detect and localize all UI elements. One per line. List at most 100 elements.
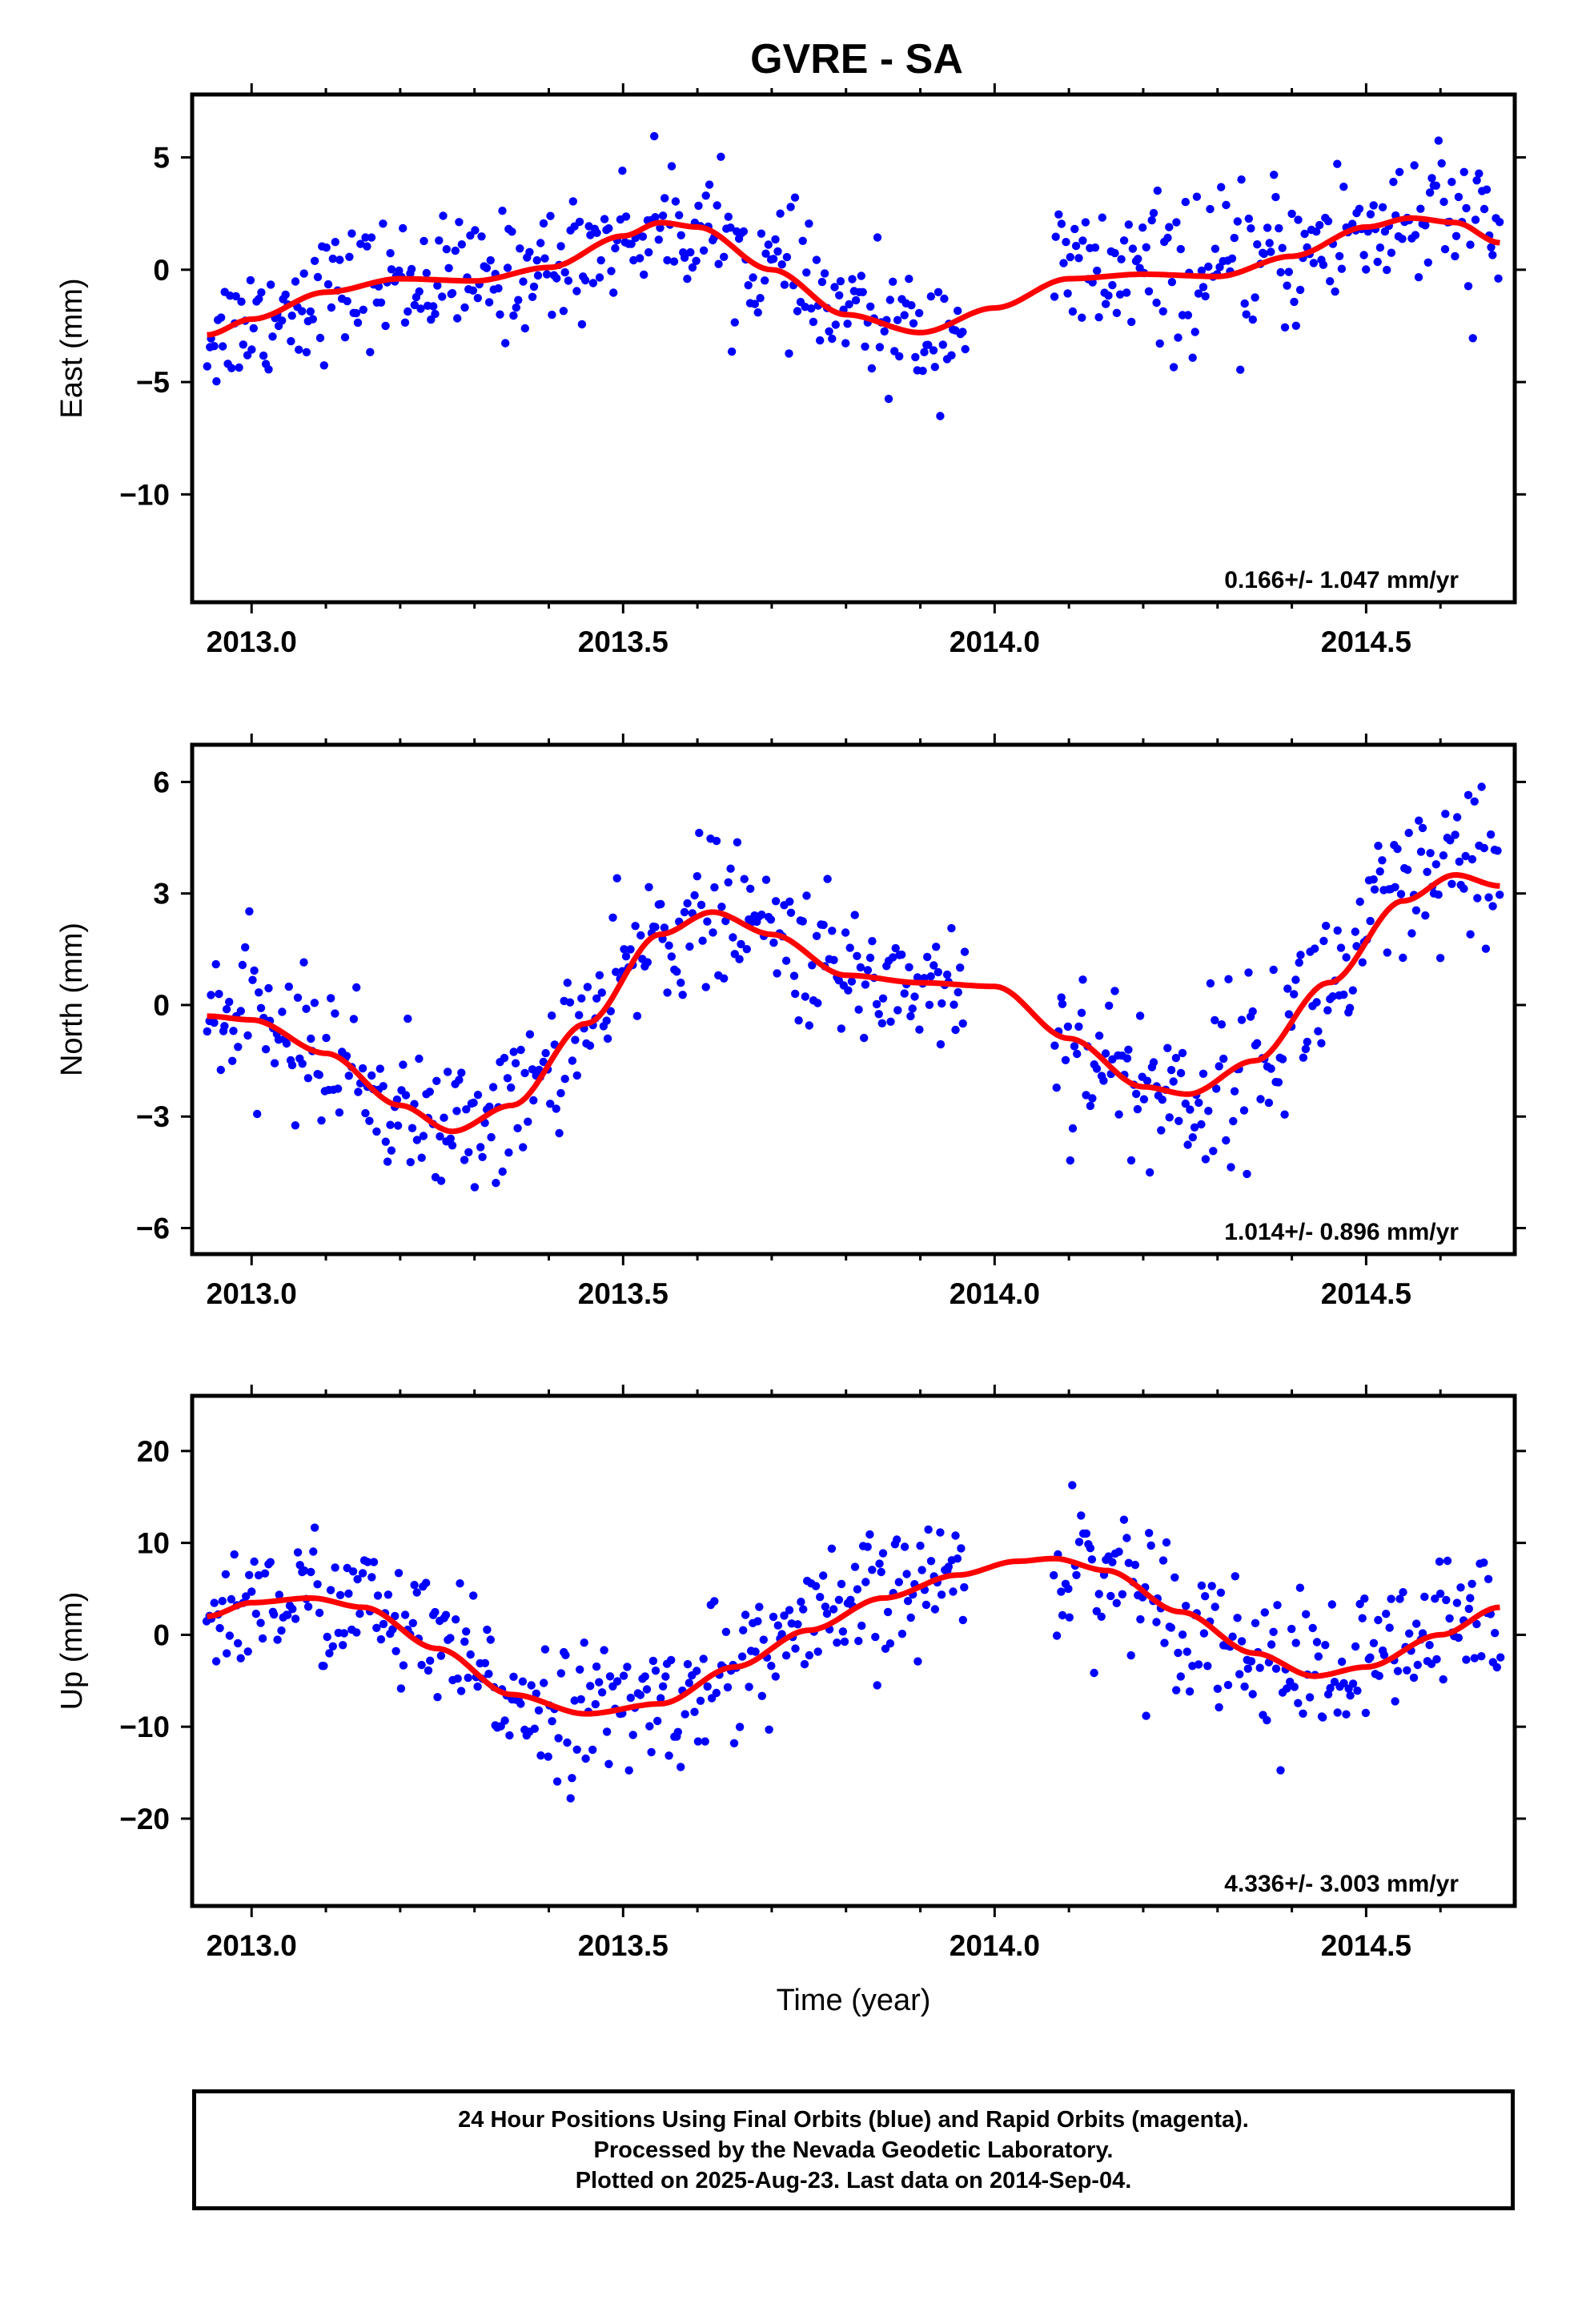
data-point xyxy=(417,1660,426,1670)
data-point xyxy=(1169,363,1178,372)
data-point xyxy=(1295,285,1305,295)
data-point xyxy=(1099,1076,1108,1085)
data-point xyxy=(1291,975,1300,984)
data-point xyxy=(585,1041,595,1050)
data-point xyxy=(809,317,818,327)
data-point xyxy=(1230,233,1239,243)
data-point xyxy=(1052,1631,1062,1640)
data-point xyxy=(519,1143,528,1152)
data-point xyxy=(1149,1058,1158,1067)
data-point xyxy=(596,255,605,265)
data-point xyxy=(1201,292,1210,301)
data-point xyxy=(789,971,799,980)
y-tick-label: 0 xyxy=(153,254,170,287)
data-point xyxy=(600,215,609,223)
data-point xyxy=(1447,879,1456,889)
data-point xyxy=(228,1056,237,1066)
y-tick-label: −10 xyxy=(119,478,170,511)
data-point xyxy=(836,277,845,286)
data-point xyxy=(1176,244,1186,254)
data-point xyxy=(533,271,543,280)
data-point xyxy=(1191,328,1199,336)
data-point xyxy=(1452,1598,1462,1607)
data-point xyxy=(1158,307,1168,316)
data-point xyxy=(1319,1713,1327,1722)
data-point xyxy=(1142,1711,1150,1720)
data-point xyxy=(1172,1686,1181,1695)
data-point xyxy=(1206,204,1215,214)
data-point xyxy=(636,931,645,940)
data-point xyxy=(501,339,510,348)
data-point xyxy=(291,1121,300,1130)
data-point xyxy=(883,1607,893,1617)
data-point xyxy=(1337,264,1347,273)
data-point xyxy=(399,223,408,233)
data-point xyxy=(680,253,689,262)
data-point xyxy=(643,958,652,967)
data-point xyxy=(817,277,827,287)
data-point xyxy=(812,255,821,264)
data-point xyxy=(586,1682,595,1691)
data-point xyxy=(1197,266,1207,275)
data-point xyxy=(1300,229,1309,239)
data-point xyxy=(790,193,800,202)
data-point xyxy=(710,883,719,892)
data-point xyxy=(677,1763,685,1771)
data-point xyxy=(827,1544,837,1554)
data-point xyxy=(1434,136,1443,145)
data-point xyxy=(261,1045,271,1054)
data-point xyxy=(1058,1610,1067,1620)
data-point xyxy=(235,363,243,372)
data-point xyxy=(791,1644,800,1653)
data-point xyxy=(726,223,735,232)
data-point xyxy=(785,1606,794,1614)
data-point xyxy=(911,352,920,362)
data-point xyxy=(1362,265,1371,274)
data-point xyxy=(1163,1043,1172,1052)
data-point xyxy=(1358,958,1367,967)
data-point xyxy=(1050,1570,1058,1580)
data-point xyxy=(1082,1091,1090,1100)
data-point xyxy=(1481,944,1491,953)
data-point xyxy=(466,231,475,240)
data-point xyxy=(1077,1511,1086,1520)
data-point xyxy=(877,1019,887,1028)
data-point xyxy=(1276,1766,1285,1775)
data-point xyxy=(958,328,967,336)
data-point xyxy=(773,969,781,978)
data-point xyxy=(518,1677,528,1686)
data-point xyxy=(729,1739,739,1747)
data-point xyxy=(1066,252,1075,262)
data-point xyxy=(376,1634,386,1644)
data-point xyxy=(412,1588,421,1597)
data-point xyxy=(1152,298,1161,308)
data-point xyxy=(1213,1684,1223,1693)
data-point xyxy=(1375,867,1384,876)
data-point xyxy=(548,1717,556,1726)
data-point xyxy=(511,1059,520,1068)
data-point xyxy=(907,301,916,310)
x-tick-label: 2013.5 xyxy=(578,1277,669,1310)
data-point xyxy=(703,1682,712,1691)
fit-curve-line xyxy=(207,1555,1500,1717)
data-point xyxy=(242,1592,251,1601)
data-point xyxy=(308,315,317,324)
data-point xyxy=(1212,1084,1221,1093)
data-point xyxy=(457,1068,466,1077)
data-point xyxy=(570,1696,579,1705)
data-point xyxy=(1468,854,1477,864)
data-point xyxy=(444,1068,452,1076)
data-point xyxy=(500,1716,509,1725)
data-point xyxy=(1378,203,1387,211)
data-point xyxy=(848,275,857,283)
data-point xyxy=(860,1033,869,1043)
data-point xyxy=(1090,1668,1098,1678)
data-point xyxy=(452,1107,461,1116)
data-point xyxy=(399,1060,408,1069)
data-point xyxy=(877,1567,885,1577)
data-point xyxy=(938,999,946,1008)
x-tick-label: 2013.0 xyxy=(207,1929,297,1962)
data-point xyxy=(780,1611,789,1620)
data-point xyxy=(1176,1068,1186,1078)
data-point xyxy=(426,1656,435,1665)
